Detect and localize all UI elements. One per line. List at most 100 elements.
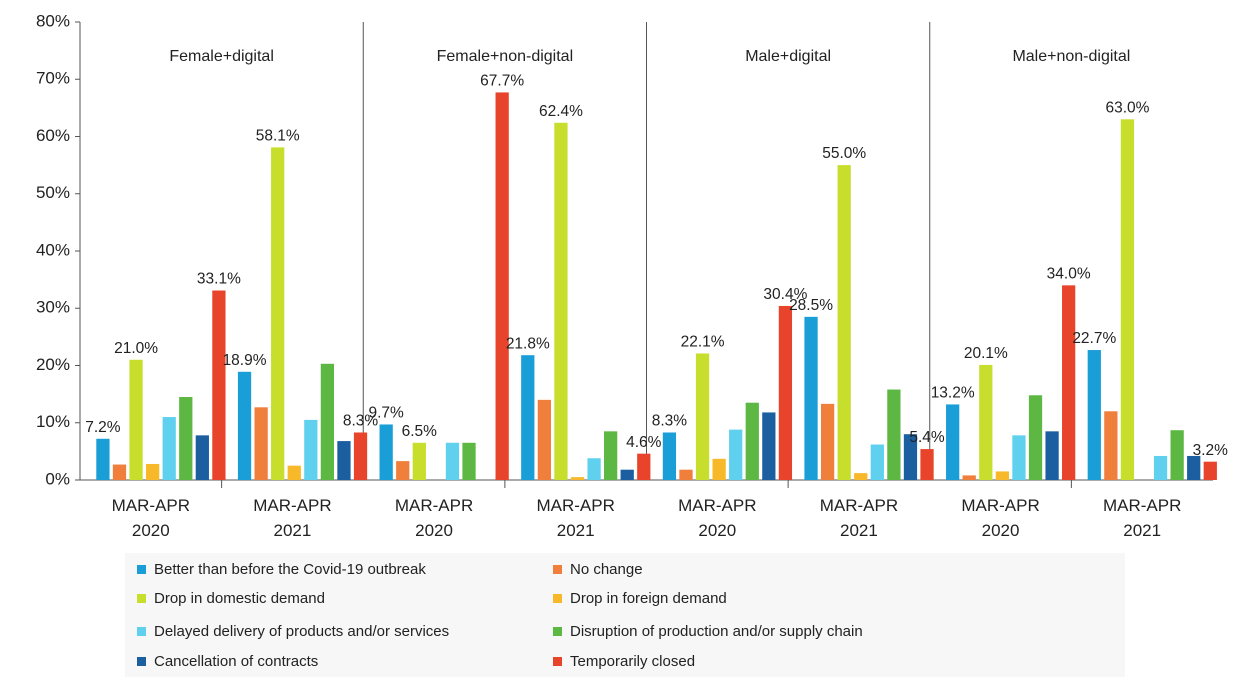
y-tick-label: 80% xyxy=(36,11,70,30)
bar xyxy=(271,147,285,480)
x-tick-label: MAR-APR 2021 xyxy=(253,496,332,540)
legend-swatch xyxy=(553,565,562,574)
legend-label: No change xyxy=(570,561,643,578)
data-label: 21.0% xyxy=(114,340,158,357)
data-label: 5.4% xyxy=(909,429,945,446)
bar xyxy=(854,473,868,480)
legend-label: Drop in foreign demand xyxy=(570,590,727,607)
bar xyxy=(946,404,960,480)
x-tick-label: MAR-APR 2020 xyxy=(111,496,191,540)
data-label: 55.0% xyxy=(822,145,866,162)
bar xyxy=(778,305,793,480)
data-label: 22.1% xyxy=(681,334,725,351)
bar xyxy=(979,364,993,480)
bar xyxy=(1012,435,1026,480)
bar xyxy=(920,449,934,480)
bar xyxy=(320,363,335,480)
data-label: 28.5% xyxy=(789,297,833,314)
bar xyxy=(212,290,226,480)
bar xyxy=(762,412,776,480)
data-label: 13.2% xyxy=(931,385,975,402)
legend-item: Drop in domestic demand xyxy=(137,590,325,607)
data-label: 20.1% xyxy=(964,345,1008,362)
bar xyxy=(396,461,410,480)
legend-swatch xyxy=(553,594,562,603)
data-label: 18.9% xyxy=(223,352,267,369)
bar xyxy=(287,465,301,480)
panel-label: Female+non-digital xyxy=(437,48,574,65)
legend-item: Better than before the Covid-19 outbreak xyxy=(137,561,426,578)
x-tick-label: MAR-APR 2021 xyxy=(536,496,615,540)
panel-label: Male+non-digital xyxy=(1012,48,1130,65)
bar xyxy=(1203,461,1217,480)
bar xyxy=(1170,430,1184,480)
y-tick-label: 50% xyxy=(36,183,70,202)
legend-swatch xyxy=(553,657,562,666)
legend-swatch xyxy=(137,657,146,666)
bar xyxy=(995,471,1010,480)
bar xyxy=(129,359,143,480)
panel-label: Female+digital xyxy=(169,48,274,65)
x-tick-label: MAR-APR 2020 xyxy=(394,496,474,540)
bar xyxy=(1120,119,1135,480)
bar xyxy=(662,432,677,480)
legend-swatch xyxy=(553,627,562,636)
legend-item: Temporarily closed xyxy=(553,653,695,670)
bar xyxy=(729,429,743,480)
legend-label: Drop in domestic demand xyxy=(154,590,325,607)
legend-item: No change xyxy=(553,561,643,578)
bar xyxy=(637,453,651,480)
bar xyxy=(445,442,460,480)
x-tick-label: MAR-APR 2021 xyxy=(819,496,899,540)
y-tick-label: 70% xyxy=(36,69,70,88)
bar xyxy=(679,469,693,480)
y-tick-label: 30% xyxy=(36,298,70,317)
bar xyxy=(145,463,160,480)
bar xyxy=(870,444,884,480)
bar xyxy=(604,431,618,480)
bar xyxy=(962,475,976,480)
bar xyxy=(495,92,509,480)
bar xyxy=(254,407,268,480)
bar xyxy=(1087,350,1101,480)
data-label: 8.3% xyxy=(343,413,379,430)
legend-item: Drop in foreign demand xyxy=(553,590,727,607)
data-label: 33.1% xyxy=(197,271,241,288)
data-label: 22.7% xyxy=(1072,330,1116,347)
x-tick-label: MAR-APR 2020 xyxy=(961,496,1040,540)
legend-item: Delayed delivery of products and/or serv… xyxy=(137,623,449,640)
bar xyxy=(1062,285,1076,480)
bar xyxy=(1045,431,1059,480)
data-label: 9.7% xyxy=(368,405,404,422)
bar xyxy=(1153,455,1168,480)
bar xyxy=(521,355,535,480)
bar xyxy=(554,122,568,480)
bar xyxy=(804,316,818,480)
y-tick-label: 40% xyxy=(36,240,70,259)
bar xyxy=(745,402,759,480)
bar xyxy=(887,389,901,480)
legend-label: Temporarily closed xyxy=(570,653,696,670)
x-tick-label: MAR-APR 2020 xyxy=(678,496,757,540)
bar xyxy=(337,441,351,480)
x-tick-label: MAR-APR 2021 xyxy=(1102,496,1182,540)
legend-label: Delayed delivery of products and/or serv… xyxy=(154,623,450,640)
legend-label: Better than before the Covid-19 outbreak xyxy=(154,561,426,578)
bar xyxy=(112,464,127,480)
panel-label: Male+digital xyxy=(745,48,831,65)
bar xyxy=(620,469,634,480)
bar xyxy=(179,396,193,480)
bar xyxy=(537,399,551,480)
bar xyxy=(712,458,726,480)
data-label: 58.1% xyxy=(256,127,300,144)
bar xyxy=(903,434,918,480)
y-tick-label: 10% xyxy=(36,412,70,431)
bar xyxy=(412,442,426,480)
y-tick-label: 20% xyxy=(36,355,70,374)
bar xyxy=(237,371,252,480)
data-label: 4.6% xyxy=(626,434,662,451)
bar xyxy=(162,417,176,480)
bar xyxy=(1104,411,1118,480)
bar xyxy=(379,424,393,480)
